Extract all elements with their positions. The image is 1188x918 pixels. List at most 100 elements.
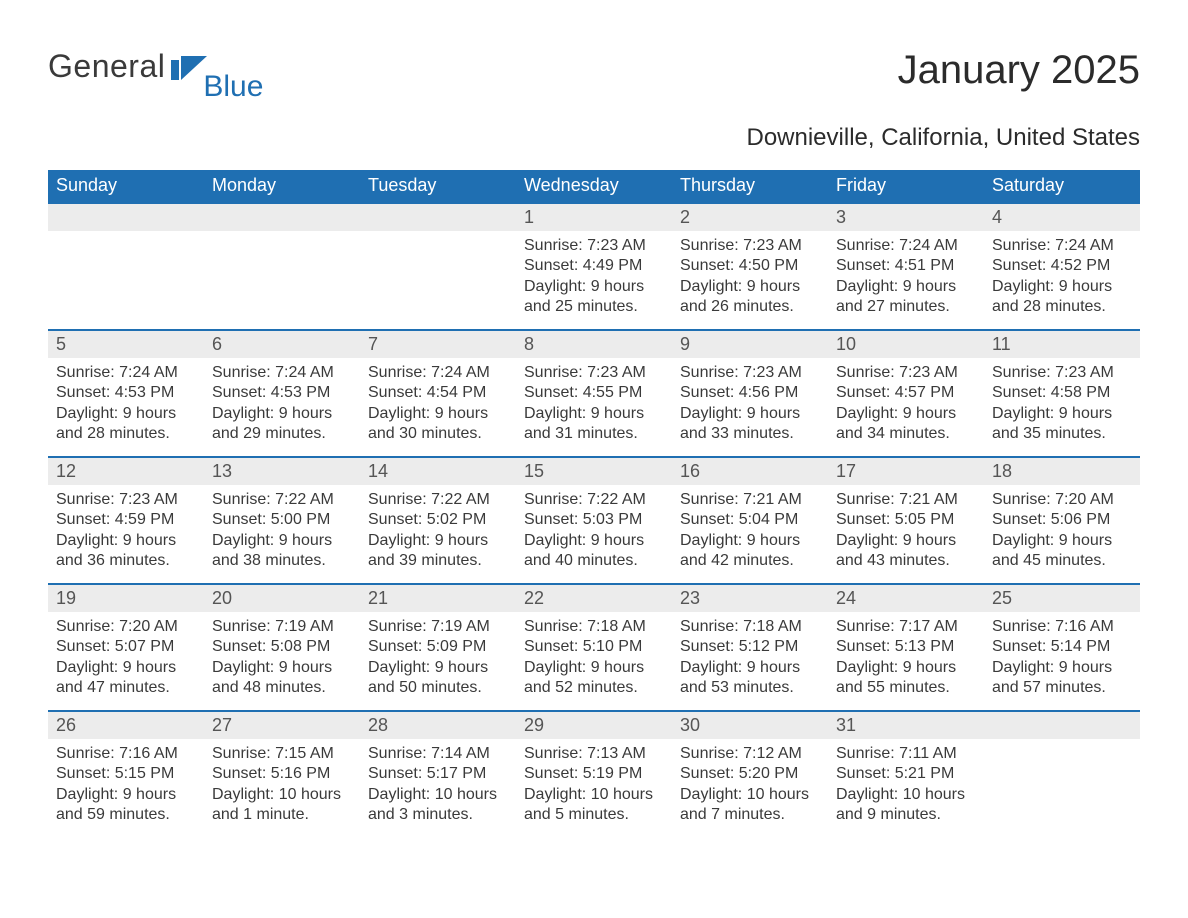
day-cell: 17 Sunrise: 7:21 AMSunset: 5:05 PMDayligh…: [828, 458, 984, 583]
day-body: Sunrise: 7:24 AMSunset: 4:52 PMDaylight:…: [984, 231, 1140, 326]
daylight-text-2: and 57 minutes.: [992, 678, 1132, 698]
day-number: 7: [360, 331, 516, 358]
daylight-text-1: Daylight: 9 hours: [368, 531, 508, 551]
sunrise-text: Sunrise: 7:16 AM: [56, 744, 196, 764]
day-body: Sunrise: 7:14 AMSunset: 5:17 PMDaylight:…: [360, 739, 516, 834]
day-body: Sunrise: 7:17 AMSunset: 5:13 PMDaylight:…: [828, 612, 984, 707]
day-cell: 4Sunrise: 7:24 AMSunset: 4:52 PMDaylight…: [984, 204, 1140, 329]
daylight-text-1: Daylight: 9 hours: [56, 785, 196, 805]
daylight-text-2: and 42 minutes.: [680, 551, 820, 571]
daylight-text-2: and 7 minutes.: [680, 805, 820, 825]
week-row: 5 Sunrise: 7:24 AM Sunset: 4:53 PM Daylight…: [48, 329, 1140, 456]
day-number: 21: [360, 585, 516, 612]
daylight-text-2: and 28 minutes.: [992, 297, 1132, 317]
sunrise-text: Sunrise: 7:24 AM: [56, 363, 196, 383]
day-number: 3: [828, 204, 984, 231]
daylight-text-2: and 39 minutes.: [368, 551, 508, 571]
daylight-text-2: and 34 minutes.: [836, 424, 976, 444]
sunset-text: Sunset: 5:14 PM: [992, 637, 1132, 657]
calendar: Sunday Monday Tuesday Wednesday Thursday…: [48, 170, 1140, 837]
day-number: 22: [516, 585, 672, 612]
daylight-text-2: and 33 minutes.: [680, 424, 820, 444]
sunset-text: Sunset: 4:53 PM: [212, 383, 352, 403]
daylight-text-1: Daylight: 9 hours: [56, 404, 196, 424]
logo: General Blue: [48, 48, 263, 104]
day-body: Sunrise: 7:24 AMSunset: 4:54 PMDaylight:…: [360, 358, 516, 453]
daylight-text-1: Daylight: 9 hours: [680, 277, 820, 297]
day-body: Sunrise: 7:16 AMSunset: 5:14 PMDaylight:…: [984, 612, 1140, 707]
day-number: [984, 712, 1140, 739]
day-number: 29: [516, 712, 672, 739]
daylight-text-1: Daylight: 9 hours: [836, 531, 976, 551]
day-cell: 20Sunrise: 7:19 AMSunset: 5:08 PMDayligh…: [204, 585, 360, 710]
daylight-text-1: Daylight: 10 hours: [368, 785, 508, 805]
day-number: 27: [204, 712, 360, 739]
week-row: 12Sunrise: 7:23 AMSunset: 4:59 PMDayligh…: [48, 456, 1140, 583]
daylight-text-1: Daylight: 9 hours: [836, 658, 976, 678]
sunset-text: Sunset: 4:57 PM: [836, 383, 976, 403]
day-cell: 12Sunrise: 7:23 AMSunset: 4:59 PMDayligh…: [48, 458, 204, 583]
day-cell: 18Sunrise: 7:20 AMSunset: 5:06 PMDayligh…: [984, 458, 1140, 583]
page-title: January 2025: [898, 48, 1140, 93]
sunset-text: Sunset: 4:52 PM: [992, 256, 1132, 276]
day-cell: 6Sunrise: 7:24 AMSunset: 4:53 PMDaylight…: [204, 331, 360, 456]
day-cell: 25Sunrise: 7:16 AMSunset: 5:14 PMDayligh…: [984, 585, 1140, 710]
day-number: 5: [48, 331, 204, 358]
day-cell: 13 Sunrise: 7:22 AMSunset: 5:00 PMDayligh…: [204, 458, 360, 583]
sunset-text: Sunset: 5:19 PM: [524, 764, 664, 784]
sunset-text: Sunset: 5:15 PM: [56, 764, 196, 784]
day-cell: 30Sunrise: 7:12 AMSunset: 5:20 PMDayligh…: [672, 712, 828, 837]
daylight-text-1: Daylight: 9 hours: [212, 531, 352, 551]
daylight-text-2: and 43 minutes.: [836, 551, 976, 571]
sunset-text: Sunset: 4:51 PM: [836, 256, 976, 276]
logo-flag-icon: [171, 56, 207, 80]
sunset-text: Sunset: 5:10 PM: [524, 637, 664, 657]
daylight-text-1: Daylight: 9 hours: [680, 531, 820, 551]
sunrise-text: Sunrise: 7:23 AM: [680, 363, 820, 383]
day-number: 13: [204, 458, 360, 485]
day-body: Sunrise: 7:23 AMSunset: 4:59 PMDaylight:…: [48, 485, 204, 580]
daylight-text-2: and 9 minutes.: [836, 805, 976, 825]
day-cell: 3Sunrise: 7:24 AMSunset: 4:51 PMDaylight…: [828, 204, 984, 329]
sunrise-text: Sunrise: 7:19 AM: [212, 617, 352, 637]
title-block: January 2025: [898, 48, 1140, 93]
day-body: Sunrise: 7:21 AMSunset: 5:04 PMDaylight:…: [672, 485, 828, 580]
day-number: 30: [672, 712, 828, 739]
day-number: 8: [516, 331, 672, 358]
sunrise-text: Sunrise: 7:24 AM: [368, 363, 508, 383]
day-body: Sunrise: 7:20 AMSunset: 5:07 PMDaylight:…: [48, 612, 204, 707]
sunset-text: Sunset: 4:54 PM: [368, 383, 508, 403]
daylight-text-1: Daylight: 9 hours: [524, 404, 664, 424]
daylight-text-2: and 28 minutes.: [56, 424, 196, 444]
sunset-text: Sunset: 5:12 PM: [680, 637, 820, 657]
weekday-header: Tuesday: [360, 170, 516, 202]
logo-text-general: General: [48, 48, 165, 85]
daylight-text-2: and 36 minutes.: [56, 551, 196, 571]
sunset-text: Sunset: 5:00 PM: [212, 510, 352, 530]
sunset-text: Sunset: 5:02 PM: [368, 510, 508, 530]
sunrise-text: Sunrise: 7:23 AM: [524, 236, 664, 256]
sunrise-text: Sunrise: 7:23 AM: [524, 363, 664, 383]
sunset-text: Sunset: 5:21 PM: [836, 764, 976, 784]
day-number: 10: [828, 331, 984, 358]
day-body: Sunrise: 7:13 AMSunset: 5:19 PMDaylight:…: [516, 739, 672, 834]
sunset-text: Sunset: 5:17 PM: [368, 764, 508, 784]
sunset-text: Sunset: 5:05 PM: [836, 510, 976, 530]
sunrise-text: Sunrise: 7:22 AM: [212, 490, 352, 510]
day-cell: 26Sunrise: 7:16 AMSunset: 5:15 PMDayligh…: [48, 712, 204, 837]
day-cell: 15Sunrise: 7:22 AMSunset: 5:03 PMDayligh…: [516, 458, 672, 583]
weekday-header-row: Sunday Monday Tuesday Wednesday Thursday…: [48, 170, 1140, 202]
day-cell: 27Sunrise: 7:15 AMSunset: 5:16 PMDayligh…: [204, 712, 360, 837]
sunrise-text: Sunrise: 7:21 AM: [836, 490, 976, 510]
day-cell: 28Sunrise: 7:14 AMSunset: 5:17 PMDayligh…: [360, 712, 516, 837]
day-cell: [48, 204, 204, 329]
week-row: 1Sunrise: 7:23 AMSunset: 4:49 PMDaylight…: [48, 202, 1140, 329]
sunset-text: Sunset: 5:06 PM: [992, 510, 1132, 530]
daylight-text-2: and 29 minutes.: [212, 424, 352, 444]
day-cell: 11Sunrise: 7:23 AMSunset: 4:58 PMDayligh…: [984, 331, 1140, 456]
sunrise-text: Sunrise: 7:18 AM: [524, 617, 664, 637]
logo-text-blue: Blue: [203, 70, 263, 104]
sunrise-text: Sunrise: 7:14 AM: [368, 744, 508, 764]
daylight-text-2: and 45 minutes.: [992, 551, 1132, 571]
day-number: 17: [828, 458, 984, 485]
